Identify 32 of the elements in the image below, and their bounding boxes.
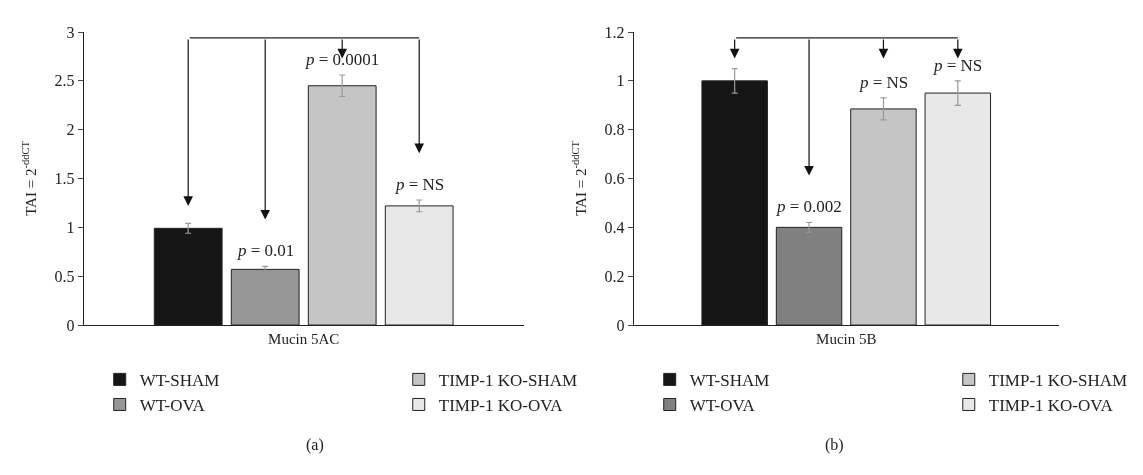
y-tick-label: 0.8 bbox=[604, 121, 625, 139]
annotation: p = 0.002 bbox=[776, 197, 842, 216]
legend-label: WT-OVA bbox=[139, 396, 206, 416]
y-tick-label: 0.4 bbox=[604, 218, 625, 236]
y-tick-label: 1.2 bbox=[604, 23, 625, 41]
y-tick-label: 0.6 bbox=[604, 170, 625, 188]
legend-label: WT-SHAM bbox=[139, 371, 220, 391]
annotation: p = NS bbox=[933, 56, 983, 75]
y-tick-label: 0.5 bbox=[54, 267, 75, 285]
text: (b) bbox=[825, 436, 844, 454]
x-tick-label: Mucin 5AC bbox=[268, 331, 340, 348]
text: (a) bbox=[306, 436, 324, 454]
y-tick-label: 2.5 bbox=[54, 72, 75, 90]
annotation: p = 0.01 bbox=[237, 241, 295, 260]
x-tick-label: Mucin 5B bbox=[816, 331, 877, 348]
y-tick-label: 1.5 bbox=[54, 170, 75, 188]
annotation: p = 0.0001 bbox=[305, 50, 380, 69]
legend-label: TIMP-1 KO-SHAM bbox=[438, 371, 578, 391]
legend-label: WT-OVA bbox=[689, 396, 756, 416]
y-tick-label: 1 bbox=[66, 218, 75, 236]
y-tick-label: 0 bbox=[66, 316, 75, 334]
y-tick-label: 1 bbox=[616, 72, 625, 90]
legend-label: WT-SHAM bbox=[689, 371, 770, 391]
annotation: p = NS bbox=[859, 73, 909, 92]
y-tick-label: 3 bbox=[66, 23, 75, 41]
legend-label: TIMP-1 KO-OVA bbox=[988, 396, 1114, 416]
y-tick-label: 2 bbox=[66, 121, 75, 139]
y-tick-label: 0.2 bbox=[604, 267, 625, 285]
y-tick-label: 0 bbox=[616, 316, 625, 334]
annotation: p = NS bbox=[395, 175, 445, 194]
legend-label: TIMP-1 KO-SHAM bbox=[988, 371, 1128, 391]
legend-label: TIMP-1 KO-OVA bbox=[438, 396, 564, 416]
